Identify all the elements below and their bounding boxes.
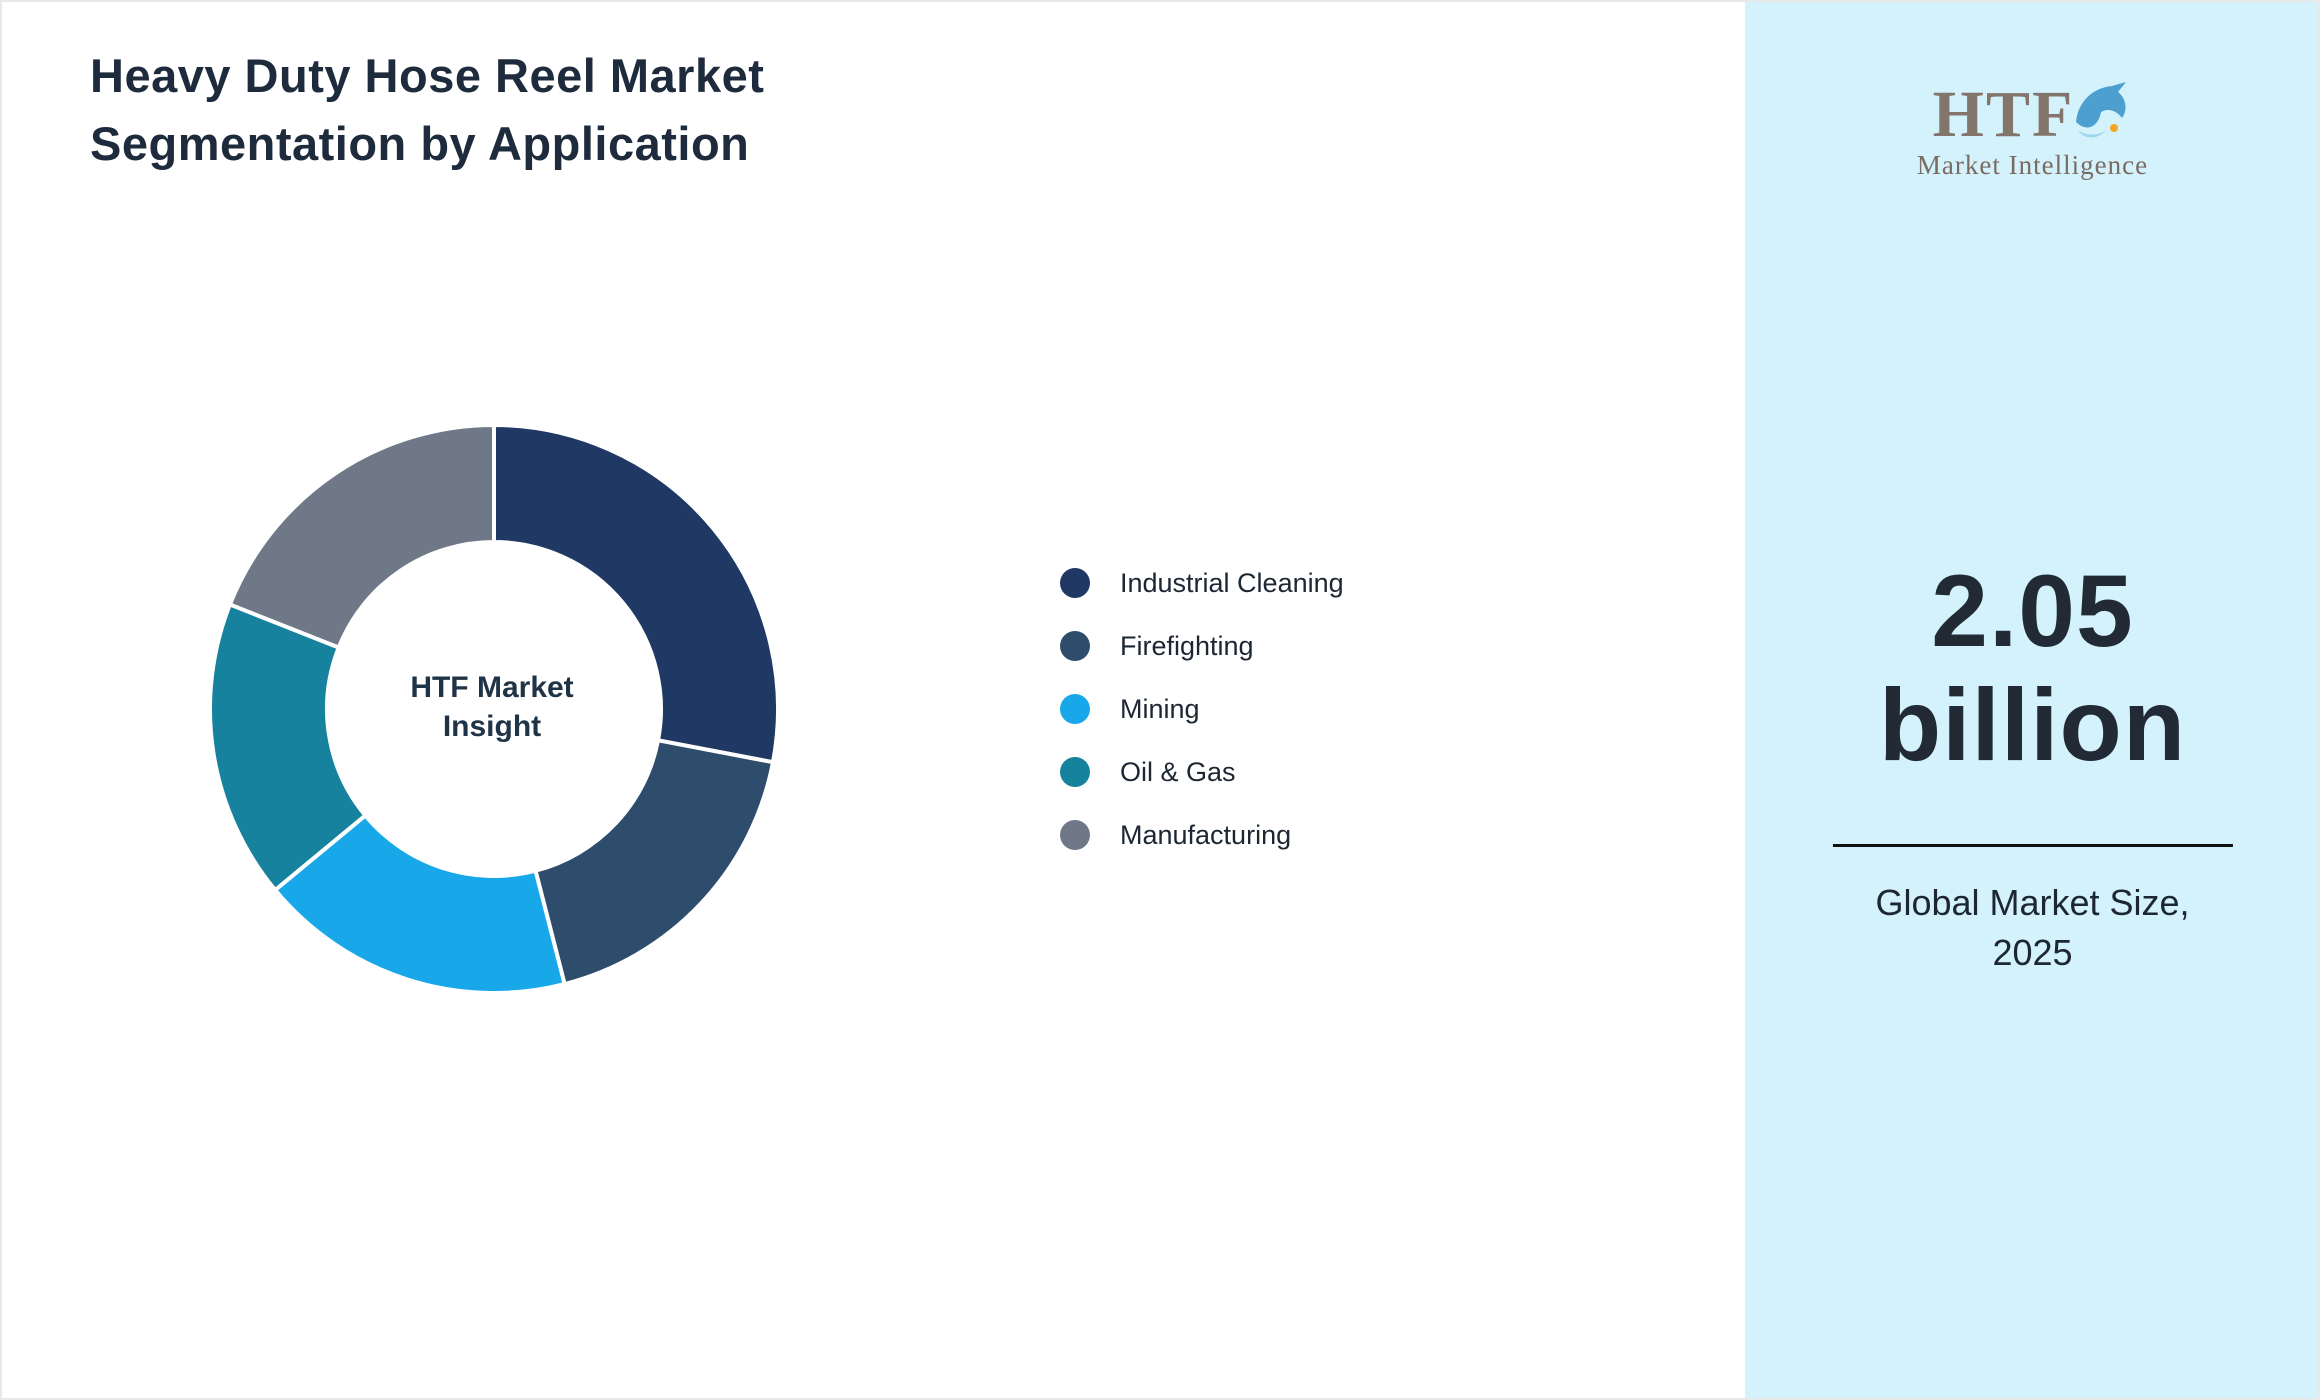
legend-label: Industrial Cleaning bbox=[1120, 567, 1344, 598]
legend-dot bbox=[1060, 631, 1090, 661]
donut-slice-4 bbox=[227, 423, 496, 650]
legend-dot bbox=[1060, 820, 1090, 850]
logo-text: HTF bbox=[1932, 78, 2075, 151]
market-size-value: 2.05 billion bbox=[1878, 554, 2187, 783]
legend-label: Oil & Gas bbox=[1120, 756, 1236, 787]
divider bbox=[1832, 844, 2233, 847]
legend-label: Firefighting bbox=[1120, 630, 1254, 661]
donut-slice-3 bbox=[208, 602, 368, 893]
legend-dot bbox=[1060, 694, 1090, 724]
legend-label: Mining bbox=[1120, 693, 1200, 724]
page-title: Heavy Duty Hose Reel Market Segmentation… bbox=[90, 49, 765, 171]
logo: HTF Market Intelligence bbox=[1745, 78, 2318, 181]
legend-dot bbox=[1060, 757, 1090, 787]
market-size-label: Global Market Size, 2025 bbox=[1875, 882, 2190, 974]
legend-dot bbox=[1060, 568, 1090, 598]
donut-slice-2 bbox=[273, 813, 567, 995]
dolphin-icon bbox=[2068, 78, 2132, 147]
logo-subtext: Market Intelligence bbox=[1916, 150, 2149, 180]
donut-chart bbox=[208, 423, 780, 995]
chart-legend: Industrial Cleaning Firefighting Mining Oil… bbox=[1060, 568, 1344, 850]
legend-item: Mining bbox=[1060, 694, 1344, 724]
legend-item: Oil & Gas bbox=[1060, 757, 1344, 787]
legend-item: Industrial Cleaning bbox=[1060, 568, 1344, 598]
donut-chart-wrap bbox=[202, 417, 786, 1001]
donut-center-label: HTF Market Insight bbox=[410, 671, 574, 743]
donut-slice-0 bbox=[492, 423, 780, 765]
legend-label: Manufacturing bbox=[1120, 819, 1292, 850]
legend-item: Firefighting bbox=[1060, 631, 1344, 661]
legend-item: Manufacturing bbox=[1060, 820, 1344, 850]
donut-slice-1 bbox=[533, 738, 775, 987]
sidebar: HTF Market Intelligence 2.05 billion Glo… bbox=[1745, 2, 2318, 1398]
